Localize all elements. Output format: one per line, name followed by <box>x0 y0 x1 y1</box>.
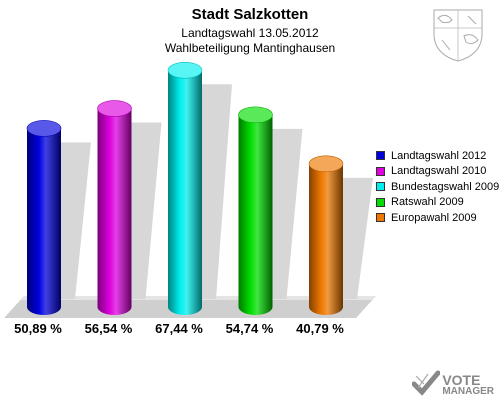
logo-text-manager: MANAGER <box>442 386 494 397</box>
bar-body <box>97 108 132 315</box>
chart-subtitle-topic: Wahlbeteiligung Mantinghausen <box>164 41 336 55</box>
data-label: 67,44 % <box>155 321 203 336</box>
legend-swatch <box>376 166 385 176</box>
legend-item: Europawahl 2009 <box>376 210 499 226</box>
bar <box>97 100 132 315</box>
legend-swatch <box>376 213 385 223</box>
legend-item: Landtagswahl 2010 <box>376 164 499 180</box>
bar <box>308 155 344 315</box>
data-label: 40,79 % <box>296 321 344 336</box>
bar-body <box>27 128 61 315</box>
bar <box>238 106 273 315</box>
legend-item: Ratswahl 2009 <box>376 195 499 211</box>
legend-label: Landtagswahl 2010 <box>391 165 487 178</box>
check-mark-icon <box>412 370 441 396</box>
bar-top <box>167 61 203 79</box>
bar-top <box>238 106 273 124</box>
chart-legend: Landtagswahl 2012 Landtagswahl 2010 Bundes… <box>376 148 499 226</box>
legend-label: Landtagswahl 2012 <box>391 149 487 162</box>
legend-label: Europawahl 2009 <box>391 211 477 224</box>
data-label: 50,89 % <box>14 321 62 336</box>
legend-item: Bundestagswahl 2009 <box>376 179 499 195</box>
chart-subtitle-election: Landtagswahl 13.05.2012 <box>181 26 319 40</box>
bar-body <box>238 114 273 315</box>
legend-swatch <box>376 151 385 161</box>
votemanager-logo: VOTE MANAGER <box>412 370 494 397</box>
bar-body <box>168 70 202 315</box>
data-label: 56,54 % <box>85 321 133 336</box>
bar <box>26 120 62 315</box>
chart-title: Stadt Salzkotten <box>191 6 309 23</box>
bar-top <box>308 155 344 173</box>
bar-top <box>26 120 62 137</box>
legend-label: Bundestagswahl 2009 <box>391 180 500 193</box>
bar-top <box>97 100 132 117</box>
legend-item: Landtagswahl 2012 <box>376 148 499 164</box>
data-label: 54,74 % <box>226 321 274 336</box>
bar-body <box>309 163 343 315</box>
coat-of-arms-icon <box>433 9 483 62</box>
legend-label: Ratswahl 2009 <box>391 196 464 209</box>
legend-swatch <box>376 182 385 192</box>
logo-text-vote: VOTE <box>442 372 481 388</box>
legend-swatch <box>376 197 385 207</box>
bar <box>167 61 203 315</box>
